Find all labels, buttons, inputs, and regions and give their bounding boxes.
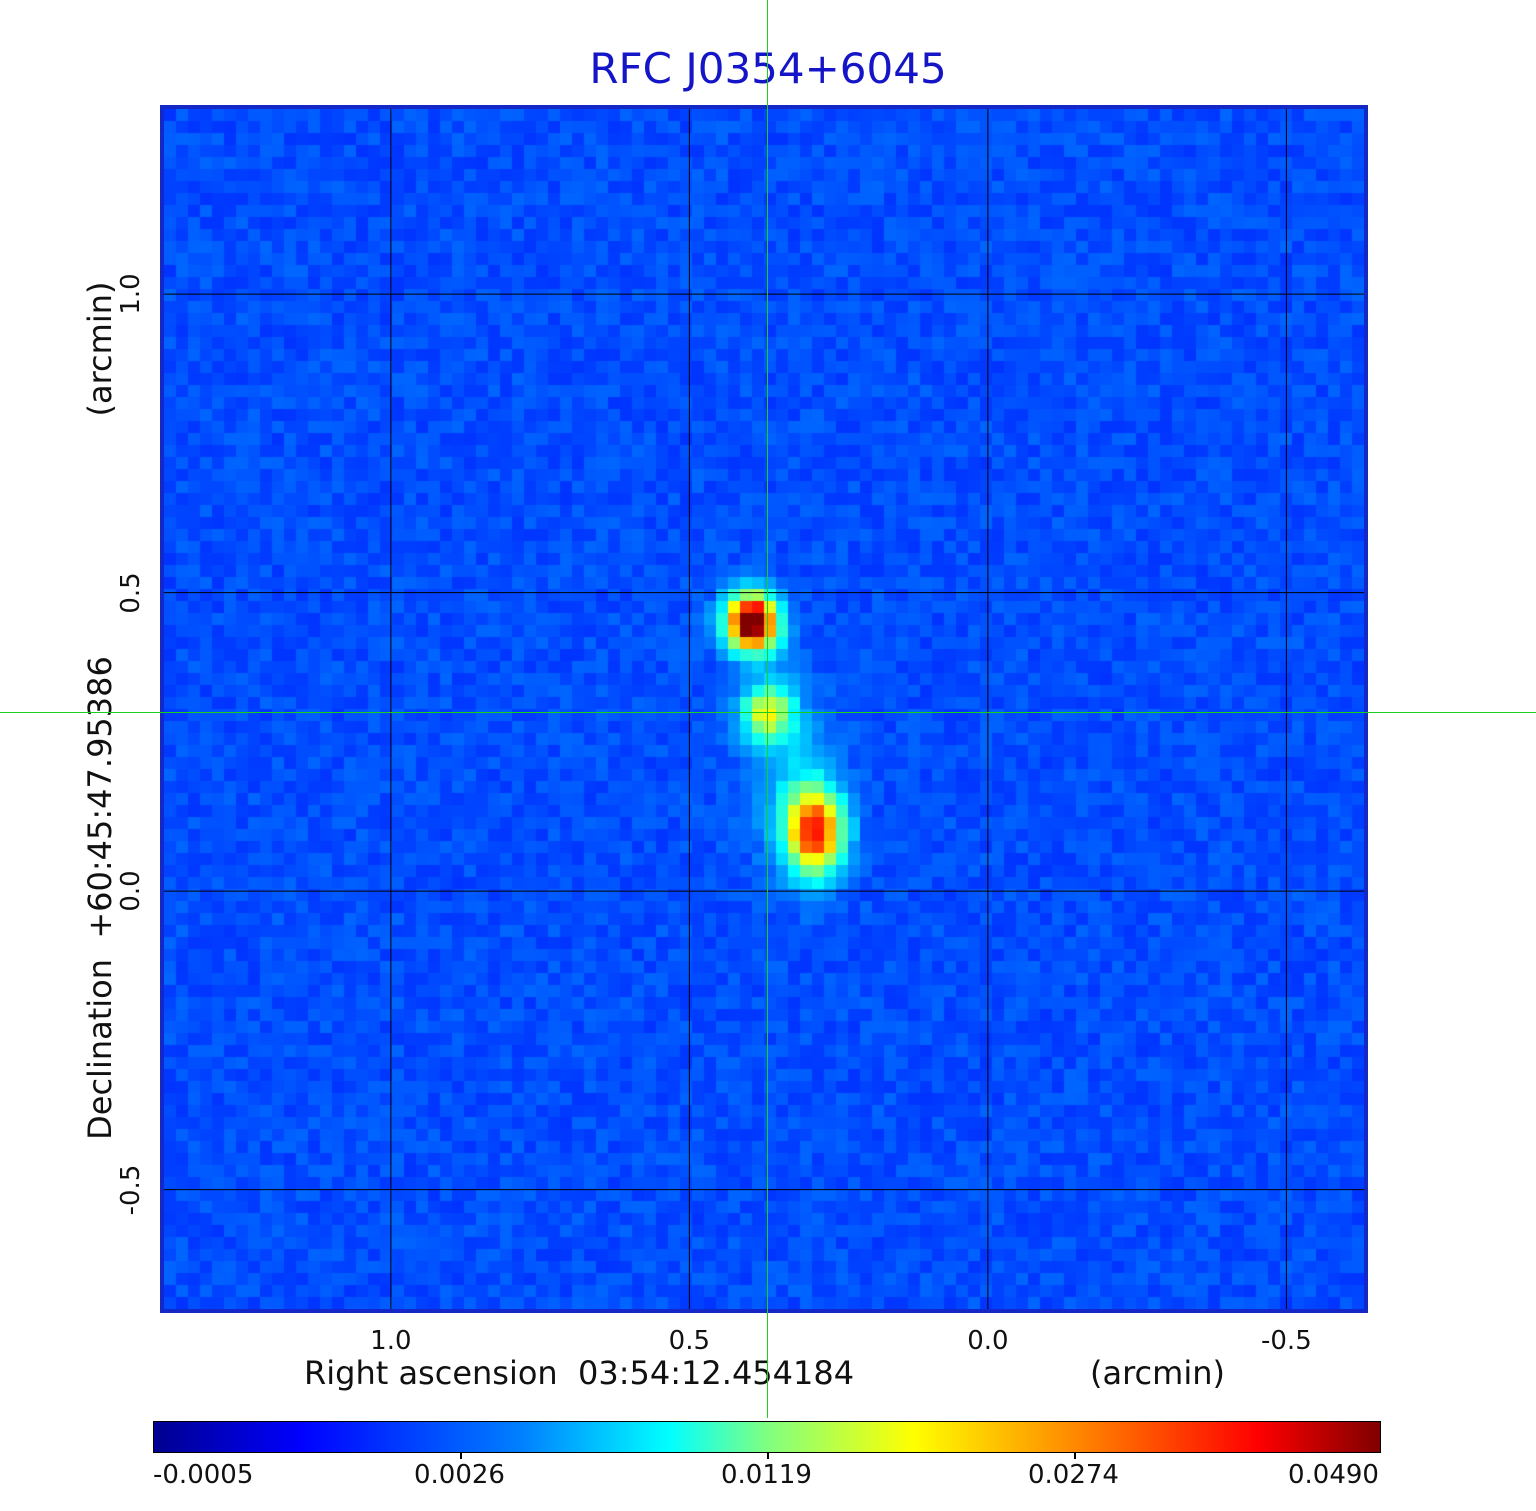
y-axis-unit: (arcmin)	[81, 281, 119, 417]
crosshair-vertical	[766, 0, 768, 1418]
x-tick-label: 1.0	[370, 1326, 412, 1356]
colorbar-tick-label: 0.0490	[1288, 1460, 1379, 1490]
y-tick-label: 0.5	[116, 571, 146, 614]
x-tick-label: 0.0	[967, 1326, 1009, 1356]
y-tick-label: 1.0	[116, 273, 146, 315]
x-axis-unit: (arcmin)	[1090, 1354, 1225, 1392]
y-axis-label: Declination +60:45:47.95386	[81, 656, 119, 1140]
chart-title: RFC J0354+6045	[589, 44, 947, 93]
coordinate-grid	[164, 109, 1364, 1309]
colorbar-tick	[460, 1453, 462, 1459]
x-tick-label: 0.5	[668, 1326, 711, 1356]
radio-map-canvas	[164, 109, 1364, 1309]
colorbar-tick	[767, 1453, 769, 1459]
x-axis-label: Right ascension 03:54:12.454184	[304, 1354, 855, 1392]
sky-image	[160, 105, 1368, 1313]
y-tick-label: 0.0	[116, 870, 146, 912]
colorbar-tick-label: 0.0119	[721, 1460, 812, 1490]
colorbar	[153, 1421, 1381, 1453]
colorbar-tick	[1074, 1453, 1076, 1459]
colorbar-tick-label: 0.0274	[1028, 1460, 1119, 1490]
colorbar-tick-label: -0.0005	[153, 1460, 254, 1490]
crosshair-horizontal	[0, 711, 1536, 713]
colorbar-tick-label: 0.0026	[414, 1460, 505, 1490]
y-tick-label: -0.5	[116, 1164, 146, 1215]
x-tick-label: -0.5	[1261, 1326, 1312, 1356]
